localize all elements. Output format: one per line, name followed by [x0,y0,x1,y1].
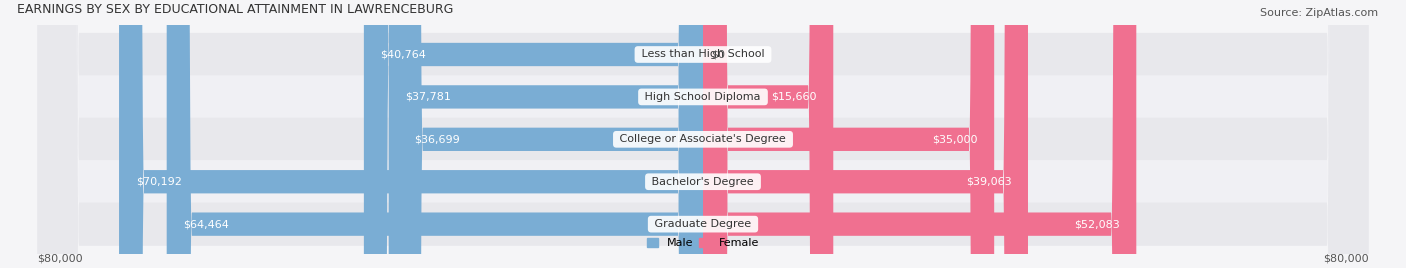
Text: $40,764: $40,764 [381,50,426,59]
Text: $64,464: $64,464 [183,219,229,229]
FancyBboxPatch shape [398,0,703,268]
FancyBboxPatch shape [703,0,834,268]
Text: Less than High School: Less than High School [638,50,768,59]
Text: $0: $0 [711,50,725,59]
FancyBboxPatch shape [38,0,1368,268]
FancyBboxPatch shape [703,0,1136,268]
Text: $80,000: $80,000 [1323,254,1368,264]
FancyBboxPatch shape [38,0,1368,268]
Text: Source: ZipAtlas.com: Source: ZipAtlas.com [1260,8,1378,18]
FancyBboxPatch shape [388,0,703,268]
Text: $80,000: $80,000 [38,254,83,264]
Text: $37,781: $37,781 [405,92,451,102]
Text: $52,083: $52,083 [1074,219,1119,229]
Text: $36,699: $36,699 [415,134,460,144]
FancyBboxPatch shape [703,0,1028,268]
Text: $15,660: $15,660 [770,92,817,102]
Text: $35,000: $35,000 [932,134,977,144]
FancyBboxPatch shape [120,0,703,268]
FancyBboxPatch shape [38,0,1368,268]
FancyBboxPatch shape [703,0,994,268]
Text: EARNINGS BY SEX BY EDUCATIONAL ATTAINMENT IN LAWRENCEBURG: EARNINGS BY SEX BY EDUCATIONAL ATTAINMEN… [17,3,454,16]
FancyBboxPatch shape [38,0,1368,268]
Legend: Male, Female: Male, Female [643,234,763,253]
FancyBboxPatch shape [167,0,703,268]
Text: High School Diploma: High School Diploma [641,92,765,102]
Text: $70,192: $70,192 [136,177,181,187]
FancyBboxPatch shape [38,0,1368,268]
Text: College or Associate's Degree: College or Associate's Degree [616,134,790,144]
Text: $39,063: $39,063 [966,177,1011,187]
FancyBboxPatch shape [364,0,703,268]
Text: Bachelor's Degree: Bachelor's Degree [648,177,758,187]
Text: Graduate Degree: Graduate Degree [651,219,755,229]
